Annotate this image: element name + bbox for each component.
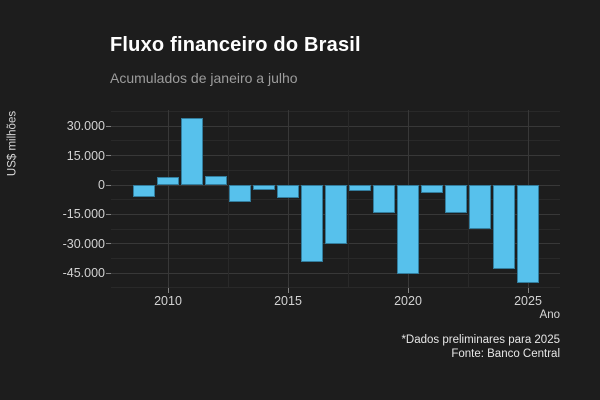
bar-2018	[349, 185, 371, 191]
bar-2009	[133, 185, 155, 197]
gridline-x-major	[287, 110, 289, 288]
bar-2023	[469, 185, 491, 230]
bar-2019	[373, 185, 395, 214]
x-tick-label: 2015	[274, 294, 302, 308]
y-tick-mark	[106, 155, 111, 157]
x-tick-label: 2025	[514, 294, 542, 308]
x-tick-label: 2020	[394, 294, 422, 308]
bar-2025	[517, 185, 539, 283]
y-tick-label: 0	[98, 178, 105, 192]
bar-2016	[301, 185, 323, 263]
gridline-y-minor	[111, 169, 560, 171]
y-tick-label: 30.000	[66, 119, 105, 134]
bar-2014	[253, 185, 275, 191]
gridline-y-minor	[111, 257, 560, 259]
x-tick-mark	[527, 288, 529, 293]
chart-title: Fluxo financeiro do Brasil	[110, 34, 361, 56]
bar-2010	[157, 176, 179, 185]
gridline-y-major	[111, 243, 560, 245]
y-tick-label: -15.000	[62, 207, 105, 222]
gridline-x-minor	[227, 110, 229, 288]
bar-2022	[445, 185, 467, 214]
x-tick-mark	[167, 288, 169, 293]
y-tick-mark	[106, 243, 111, 245]
gridline-x-major	[167, 110, 169, 288]
gridline-y-minor	[111, 287, 560, 289]
bar-2012	[205, 175, 227, 185]
x-tick-label: 2010	[154, 294, 182, 308]
bar-2013	[229, 185, 251, 202]
gridline-x-minor	[347, 110, 349, 288]
y-tick-label: 15.000	[66, 148, 105, 163]
bar-2020	[397, 185, 419, 275]
bar-2015	[277, 185, 299, 198]
bar-2021	[421, 185, 443, 193]
bar-2017	[325, 185, 347, 244]
caption-source: Fonte: Banco Central	[451, 348, 560, 360]
x-tick-mark	[407, 288, 409, 293]
bar-2011	[181, 117, 203, 185]
gridline-y-major	[111, 125, 560, 127]
y-tick-mark	[106, 213, 111, 215]
y-tick-label: -30.000	[62, 236, 105, 251]
y-tick-mark	[106, 184, 111, 186]
gridline-y-major	[111, 155, 560, 157]
x-axis-title: Ano	[539, 309, 560, 321]
bar-2024	[493, 185, 515, 270]
gridline-y-minor	[111, 140, 560, 142]
y-tick-mark	[106, 272, 111, 274]
gridline-x-minor	[467, 110, 469, 288]
plot-area	[111, 110, 560, 289]
caption-note: *Dados preliminares para 2025	[401, 334, 560, 346]
y-tick-mark	[106, 125, 111, 127]
gridline-y-minor	[111, 111, 560, 113]
x-tick-mark	[287, 288, 289, 293]
y-axis-title: US$ milhões	[6, 110, 19, 177]
gridline-y-major	[111, 272, 560, 274]
chart-subtitle: Acumulados de janeiro a julho	[110, 70, 298, 86]
y-tick-label: -45.000	[62, 266, 105, 281]
